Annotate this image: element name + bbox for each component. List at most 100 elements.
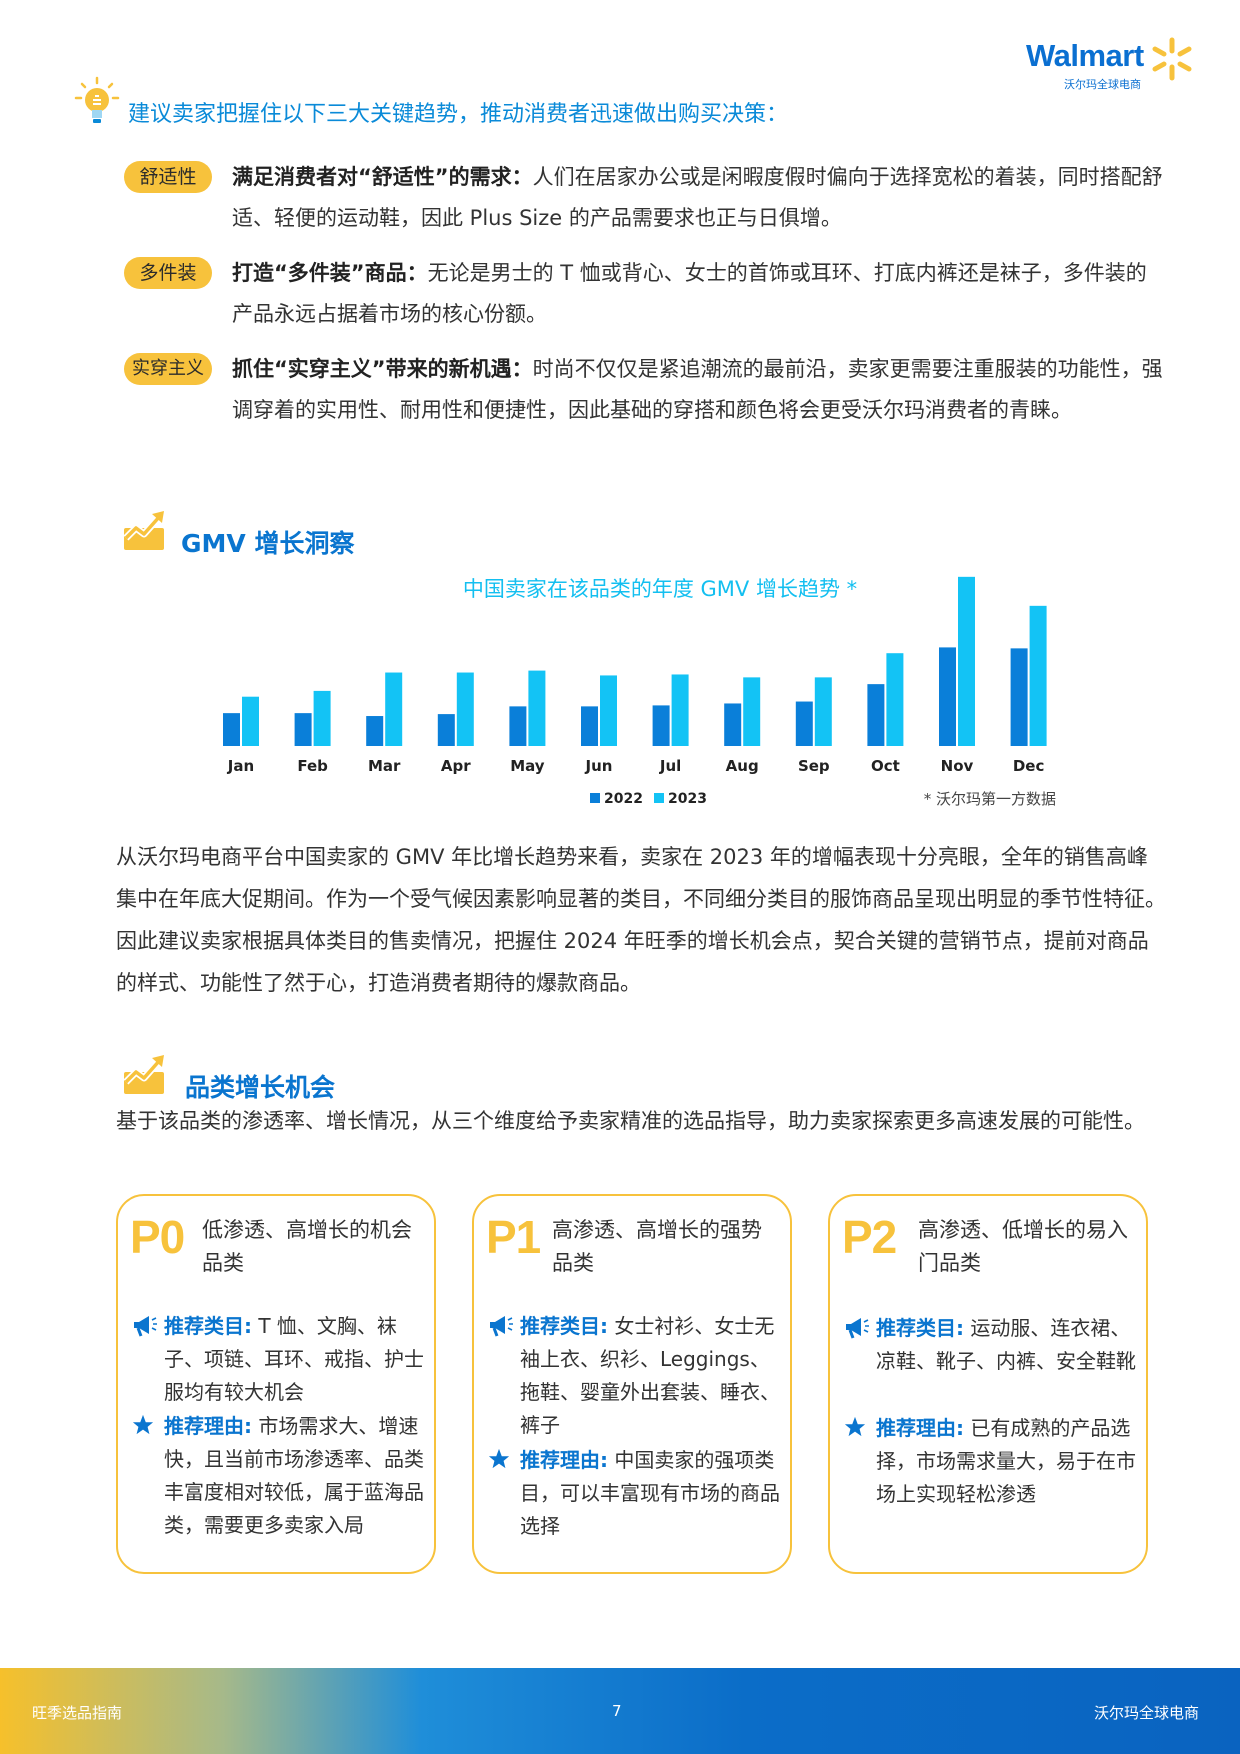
bar-2023-sep	[814, 677, 832, 746]
bar-2022-jun	[581, 706, 598, 746]
rec-text: 女士衬衫、女士无袖上衣、织衫、Leggings、拖鞋、婴童外出套装、睡衣、裤子	[520, 1314, 780, 1437]
x-tick-label: Jan	[227, 757, 254, 775]
chart-source-note: * 沃尔玛第一方数据	[924, 790, 1056, 808]
bar-2022-dec	[1010, 648, 1028, 746]
rec-label: 推荐类目:	[876, 1316, 964, 1340]
opportunity-card-p1: P1 高渗透、高增长的强势品类 推荐类目: 女士衬衫、女士无袖上衣、织衫、Leg…	[472, 1194, 792, 1574]
footer-bar	[0, 1668, 1240, 1754]
gmv-section-title: GMV 增长洞察	[181, 529, 355, 558]
trend-body: 人们在居家办公或是闲暇度假时偏向于选择宽松的着装，同时搭配舒适、轻便的运动鞋，因…	[232, 165, 1163, 230]
bar-2022-feb	[294, 713, 312, 746]
x-tick-label: Feb	[297, 757, 328, 775]
x-tick-label: Nov	[941, 757, 974, 775]
card-text: 推荐理由: 市场需求大、增速快，且当前市场渗透率、品类丰富度相对较低，属于蓝海品…	[164, 1410, 428, 1542]
legend-swatch	[654, 793, 664, 803]
bar-2023-oct	[886, 653, 904, 746]
logo-subtitle: 沃尔玛全球电商	[1064, 78, 1141, 91]
bar-2022-oct	[867, 684, 885, 746]
reason-text: 市场需求大、增速快，且当前市场渗透率、品类丰富度相对较低，属于蓝海品类，需要更多…	[164, 1414, 424, 1537]
reason-text: 中国卖家的强项类目，可以丰富现有市场的商品选择	[520, 1448, 780, 1538]
gmv-bar-chart: 中国卖家在该品类的年度 GMV 增长趋势 * Jan Feb Mar Apr May Jun…	[223, 576, 1056, 808]
legend-label: 2023	[668, 791, 707, 807]
trend-text: 满足消费者对“舒适性”的需求：人们在居家办公或是闲暇度假时偏向于选择宽松的着装，…	[232, 157, 1166, 239]
card-text: 推荐理由: 中国卖家的强项类目，可以丰富现有市场的商品选择	[520, 1444, 784, 1543]
bar-2022-may	[509, 706, 527, 746]
star-icon	[132, 1414, 154, 1435]
legend-swatch	[590, 793, 600, 803]
rec-label: 推荐类目:	[520, 1314, 608, 1338]
bar-2023-jul	[671, 674, 689, 746]
card-code: P0	[130, 1211, 185, 1263]
card-code: P1	[486, 1211, 541, 1263]
trend-title: 抓住“实穿主义”带来的新机遇：	[232, 357, 533, 381]
rec-text: 运动服、连衣裙、凉鞋、靴子、内裤、安全鞋靴	[876, 1316, 1136, 1373]
trend-tag: 实穿主义	[124, 353, 212, 385]
card-text: 推荐类目: T 恤、文胸、袜子、项链、耳环、戒指、护士服均有较大机会	[164, 1310, 428, 1409]
footer-guide-title: 旺季选品指南	[32, 1704, 123, 1722]
card-text: 推荐类目: 女士衬衫、女士无袖上衣、织衫、Leggings、拖鞋、婴童外出套装、…	[520, 1310, 784, 1442]
bar-2022-nov	[939, 647, 956, 746]
chart-title: 中国卖家在该品类的年度 GMV 增长趋势 *	[463, 577, 857, 601]
footer-brand: 沃尔玛全球电商	[1094, 1704, 1200, 1722]
bar-2023-jan	[242, 696, 259, 746]
trend-title: 打造“多件装”商品：	[232, 261, 428, 285]
reason-label: 推荐理由:	[520, 1448, 608, 1472]
card-subtitle: 高渗透、高增长的强势品类	[552, 1218, 762, 1275]
bar-2022-mar	[366, 716, 384, 746]
category-description: 基于该品类的渗透率、增长情况，从三个维度给予卖家精准的选品指导，助力卖家探索更多…	[116, 1109, 1145, 1133]
trend-tag: 多件装	[124, 257, 212, 289]
bar-2022-apr	[437, 714, 455, 746]
trend-tag: 舒适性	[124, 161, 212, 193]
card-subtitle: 高渗透、低增长的易入门品类	[918, 1218, 1128, 1275]
trend-body: 时尚不仅仅是紧追潮流的最前沿，卖家更需要注重服装的功能性，强调穿着的实用性、耐用…	[232, 357, 1163, 422]
megaphone-icon	[846, 1318, 869, 1339]
trend-text: 打造“多件装”商品：无论是男士的 T 恤或背心、女士的首饰或耳环、打底内裤还是袜…	[232, 253, 1166, 335]
x-tick-label: Sep	[798, 757, 830, 775]
page-number: 7	[612, 1702, 622, 1720]
star-icon	[844, 1416, 866, 1437]
x-tick-label: Dec	[1013, 757, 1045, 775]
bar-2023-nov	[958, 576, 975, 746]
x-tick-label: Mar	[368, 757, 401, 775]
card-subtitle: 低渗透、高增长的机会品类	[202, 1218, 412, 1275]
bar-2023-feb	[313, 690, 331, 746]
logo-wordmark: Walmart	[1026, 38, 1144, 73]
growth-chart-icon	[123, 1055, 164, 1094]
card-code: P2	[842, 1211, 897, 1263]
bar-2023-mar	[385, 672, 403, 746]
megaphone-icon	[490, 1316, 513, 1337]
trend-title: 满足消费者对“舒适性”的需求：	[232, 165, 533, 189]
card-text: 推荐理由: 已有成熟的产品选择，市场需求量大，易于在市场上实现轻松渗透	[876, 1412, 1140, 1511]
x-tick-label: Jul	[659, 757, 681, 775]
reason-label: 推荐理由:	[876, 1416, 964, 1440]
rec-text: T 恤、文胸、袜子、项链、耳环、戒指、护士服均有较大机会	[164, 1314, 424, 1404]
megaphone-icon	[134, 1316, 157, 1337]
growth-chart-icon	[123, 511, 164, 550]
x-tick-label: Jun	[585, 757, 613, 775]
x-tick-label: Apr	[441, 757, 471, 775]
spark-icon	[1152, 37, 1192, 81]
category-section-title: 品类增长机会	[185, 1073, 336, 1102]
x-tick-label: Oct	[871, 757, 900, 775]
x-tick-label: May	[510, 757, 545, 775]
walmart-logo: Walmart 沃尔玛全球电商	[1018, 36, 1198, 96]
bar-2022-jul	[652, 705, 670, 746]
legend-label: 2022	[604, 791, 643, 807]
bar-2023-dec	[1029, 605, 1047, 746]
bar-2023-may	[528, 670, 546, 746]
star-icon	[488, 1448, 510, 1469]
opportunity-card-p0: P0 低渗透、高增长的机会品类 推荐类目: T 恤、文胸、袜子、项链、耳环、戒指…	[116, 1194, 436, 1574]
bar-2023-aug	[743, 677, 761, 746]
reason-text: 已有成熟的产品选择，市场需求量大，易于在市场上实现轻松渗透	[876, 1416, 1136, 1506]
gmv-paragraph: 从沃尔玛电商平台中国卖家的 GMV 年比增长趋势来看，卖家在 2023 年的增幅…	[116, 845, 1166, 995]
bar-2023-apr	[456, 672, 474, 746]
bar-2022-aug	[724, 703, 742, 746]
bar-2022-sep	[795, 701, 813, 746]
card-text: 推荐类目: 运动服、连衣裙、凉鞋、靴子、内裤、安全鞋靴	[876, 1312, 1140, 1378]
trend-text: 抓住“实穿主义”带来的新机遇：时尚不仅仅是紧追潮流的最前沿，卖家更需要注重服装的…	[232, 349, 1166, 431]
x-tick-label: Aug	[726, 757, 759, 775]
rec-label: 推荐类目:	[164, 1314, 252, 1338]
reason-label: 推荐理由:	[164, 1414, 252, 1438]
intro-text: 建议卖家把握住以下三大关键趋势，推动消费者迅速做出购买决策：	[128, 102, 789, 127]
opportunity-card-p2: P2 高渗透、低增长的易入门品类 推荐类目: 运动服、连衣裙、凉鞋、靴子、内裤、…	[828, 1194, 1148, 1574]
